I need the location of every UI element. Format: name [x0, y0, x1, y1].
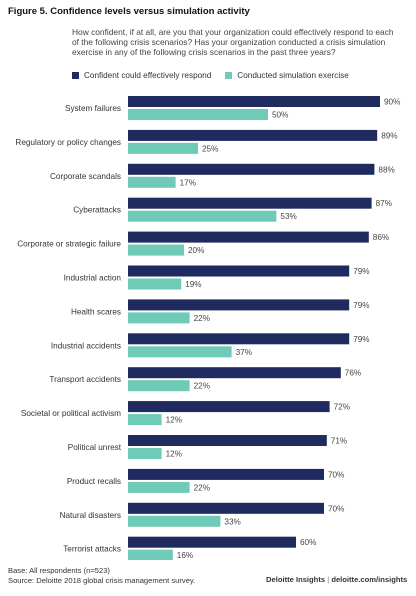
footer-notes: Base: All respondents (n=523) Source: De…	[8, 566, 195, 585]
bar-simulation-political-unrest	[128, 448, 162, 459]
value-label-simulation-cyberattacks: 53%	[280, 212, 296, 221]
bar-confident-corporate-or-strategic-failure	[128, 231, 369, 243]
category-label-system-failures: System failures	[65, 104, 121, 113]
legend-label-confident: Confident could effectively respond	[84, 71, 212, 80]
category-label-industrial-accidents: Industrial accidents	[51, 341, 121, 350]
value-label-confident-system-failures: 90%	[384, 98, 400, 107]
brand-separator: |	[327, 575, 330, 584]
bar-simulation-corporate-or-strategic-failure	[128, 244, 184, 256]
bar-confident-corporate-scandals	[128, 163, 375, 175]
value-label-confident-regulatory-or-policy-changes: 89%	[381, 131, 397, 140]
category-label-corporate-or-strategic-failure: Corporate or strategic failure	[17, 240, 121, 249]
bar-chart: System failures 90% 50% Regulatory or polic…	[15, 96, 400, 560]
value-label-simulation-natural-disasters: 33%	[224, 517, 240, 526]
footer-base: Base: All respondents (n=523)	[8, 566, 110, 575]
value-label-confident-industrial-action: 79%	[353, 267, 369, 276]
category-label-product-recalls: Product recalls	[67, 477, 121, 486]
value-label-simulation-corporate-scandals: 17%	[180, 178, 196, 187]
bar-confident-system-failures	[128, 96, 380, 107]
chart-legend: Confident could effectively respond Cond…	[72, 71, 363, 80]
value-label-confident-societal-or-political-activism: 72%	[334, 403, 350, 412]
value-label-simulation-corporate-or-strategic-failure: 20%	[188, 246, 204, 255]
footer-branding: Deloitte Insights | deloitte.com/insight…	[266, 575, 407, 584]
bar-simulation-system-failures	[128, 109, 268, 120]
footer-source: Source: Deloitte 2018 global crisis mana…	[8, 575, 196, 585]
brand-name: Deloitte Insights	[266, 575, 326, 584]
category-label-corporate-scandals: Corporate scandals	[50, 172, 121, 181]
bar-simulation-health-scares	[128, 312, 190, 324]
category-label-cyberattacks: Cyberattacks	[73, 206, 121, 215]
chart-subtitle: How confident, if at all, are you that y…	[72, 27, 394, 58]
bar-confident-health-scares	[128, 299, 350, 311]
legend-item-confident: Confident could effectively respond	[72, 71, 211, 80]
value-label-confident-natural-disasters: 70%	[328, 504, 344, 513]
category-label-political-unrest: Political unrest	[68, 443, 122, 452]
bar-confident-transport-accidents	[128, 367, 341, 379]
category-label-natural-disasters: Natural disasters	[60, 511, 121, 520]
bar-confident-societal-or-political-activism	[128, 401, 330, 413]
value-label-simulation-terrorist-attacks: 16%	[177, 551, 193, 560]
value-label-confident-transport-accidents: 76%	[345, 369, 361, 378]
value-label-simulation-health-scares: 22%	[194, 314, 210, 323]
category-label-societal-or-political-activism: Societal or political activism	[21, 409, 121, 418]
value-label-confident-health-scares: 79%	[353, 301, 369, 310]
bar-confident-industrial-action	[128, 265, 350, 277]
category-label-transport-accidents: Transport accidents	[49, 375, 121, 384]
value-label-simulation-product-recalls: 22%	[194, 483, 210, 492]
bar-simulation-natural-disasters	[128, 515, 221, 527]
figure-title: Figure 5. Confidence levels versus simul…	[8, 6, 250, 17]
value-label-simulation-political-unrest: 12%	[166, 450, 182, 459]
bar-confident-industrial-accidents	[128, 333, 350, 345]
bar-confident-natural-disasters	[128, 502, 324, 514]
value-label-simulation-industrial-action: 19%	[185, 280, 201, 289]
value-label-simulation-societal-or-political-activism: 12%	[166, 416, 182, 425]
value-label-simulation-regulatory-or-policy-changes: 25%	[202, 144, 218, 153]
bar-simulation-terrorist-attacks	[128, 549, 173, 560]
value-label-confident-corporate-or-strategic-failure: 86%	[373, 233, 389, 242]
value-label-simulation-system-failures: 50%	[272, 111, 288, 120]
value-label-simulation-industrial-accidents: 37%	[236, 348, 252, 357]
value-label-simulation-transport-accidents: 22%	[194, 382, 210, 391]
value-label-confident-corporate-scandals: 88%	[378, 165, 394, 174]
bar-simulation-corporate-scandals	[128, 176, 176, 188]
value-label-confident-product-recalls: 70%	[328, 470, 344, 479]
value-label-confident-political-unrest: 71%	[331, 437, 347, 446]
value-label-confident-industrial-accidents: 79%	[353, 335, 369, 344]
bar-simulation-transport-accidents	[128, 380, 190, 392]
bar-confident-product-recalls	[128, 468, 324, 480]
bar-simulation-product-recalls	[128, 481, 190, 493]
bar-simulation-societal-or-political-activism	[128, 414, 162, 426]
legend-label-simulation: Conducted simulation exercise	[237, 71, 349, 80]
value-label-confident-cyberattacks: 87%	[376, 199, 392, 208]
value-label-confident-terrorist-attacks: 60%	[300, 538, 316, 547]
bar-simulation-regulatory-or-policy-changes	[128, 142, 198, 154]
category-label-regulatory-or-policy-changes: Regulatory or policy changes	[15, 138, 121, 147]
bar-confident-cyberattacks	[128, 197, 372, 209]
bar-simulation-industrial-accidents	[128, 346, 232, 358]
legend-swatch-simulation	[225, 72, 233, 79]
brand-url: deloitte.com/insights	[331, 575, 408, 584]
legend-item-simulation: Conducted simulation exercise	[225, 71, 349, 80]
bar-confident-political-unrest	[128, 435, 327, 446]
category-label-industrial-action: Industrial action	[64, 274, 122, 283]
bar-simulation-cyberattacks	[128, 210, 277, 222]
bar-confident-regulatory-or-policy-changes	[128, 129, 378, 141]
category-label-terrorist-attacks: Terrorist attacks	[63, 545, 121, 554]
bar-confident-terrorist-attacks	[128, 536, 296, 548]
category-label-health-scares: Health scares	[71, 307, 121, 316]
bar-simulation-industrial-action	[128, 278, 182, 290]
legend-swatch-confident	[72, 72, 79, 79]
